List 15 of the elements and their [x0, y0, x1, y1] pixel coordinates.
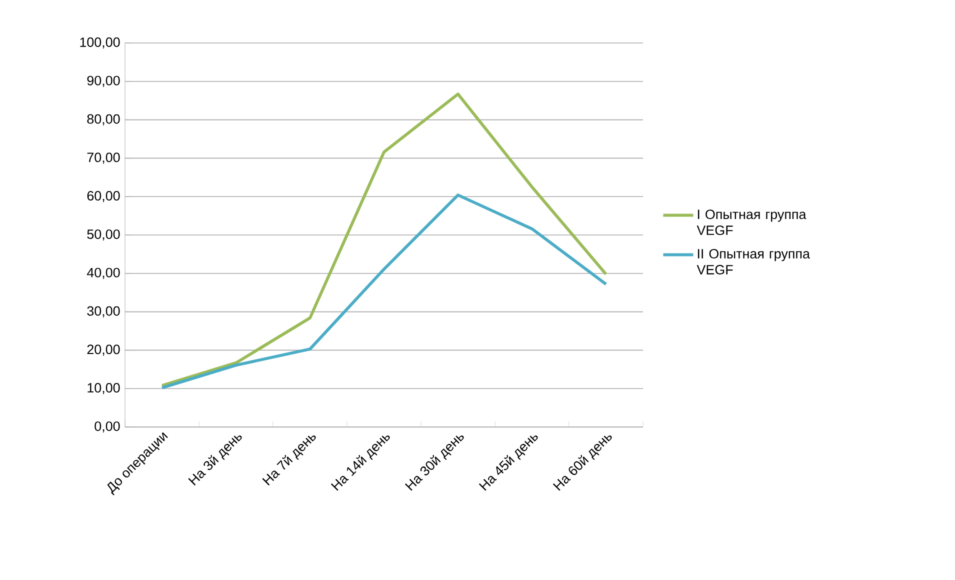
y-tick-label: 10,00	[88, 383, 120, 394]
legend-label: I Опытная группа VEGF	[696, 210, 806, 236]
y-tick-label: 20,00	[87, 344, 120, 356]
y-tick-label: 50,00	[87, 229, 120, 241]
line-series	[160, 194, 608, 390]
y-tick-label: 100,00	[80, 37, 120, 49]
y-tick-label: 30,00	[87, 306, 120, 318]
legend-label: II Опытная группа VEGF	[696, 248, 810, 274]
y-tick-label: 0,00	[94, 421, 120, 433]
y-tick-label: 90,00	[87, 76, 120, 87]
line-series	[160, 92, 608, 388]
y-tick-label: 60,00	[87, 191, 120, 202]
y-tick-label: 80,00	[87, 114, 120, 126]
y-tick-label: 40,00	[86, 268, 120, 279]
y-tick-label: 70,00	[87, 152, 120, 164]
